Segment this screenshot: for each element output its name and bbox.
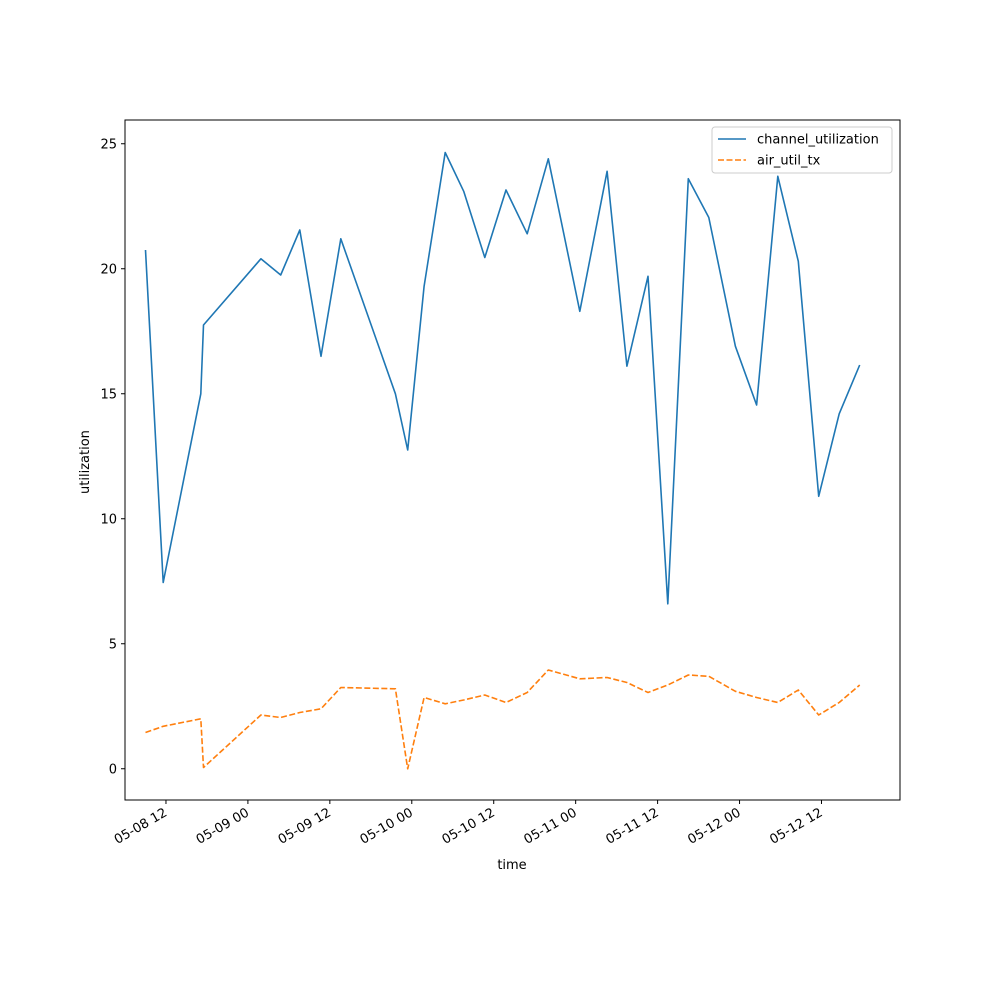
series-line-channel-utilization: [144, 151, 861, 605]
y-tick-label: 0: [109, 762, 117, 777]
plot-frame: [124, 119, 901, 801]
y-tick-label: 20: [100, 262, 117, 277]
series-layer: [144, 151, 861, 770]
legend-label: channel_utilization: [757, 133, 879, 148]
y-axis: 0 5 10 15 20 25: [100, 137, 125, 777]
legend: channel_utilization air_util_tx: [711, 126, 893, 174]
y-tick-label: 5: [109, 637, 117, 652]
y-tick-label: 25: [100, 137, 117, 152]
y-axis-label: utilization: [78, 430, 93, 494]
legend-label: air_util_tx: [757, 154, 821, 169]
legend-box: [711, 126, 893, 174]
x-axis-label: time: [497, 858, 526, 873]
series-line-air-util-tx: [145, 669, 861, 770]
y-tick-label: 10: [100, 512, 117, 527]
y-tick-label: 15: [100, 387, 117, 402]
